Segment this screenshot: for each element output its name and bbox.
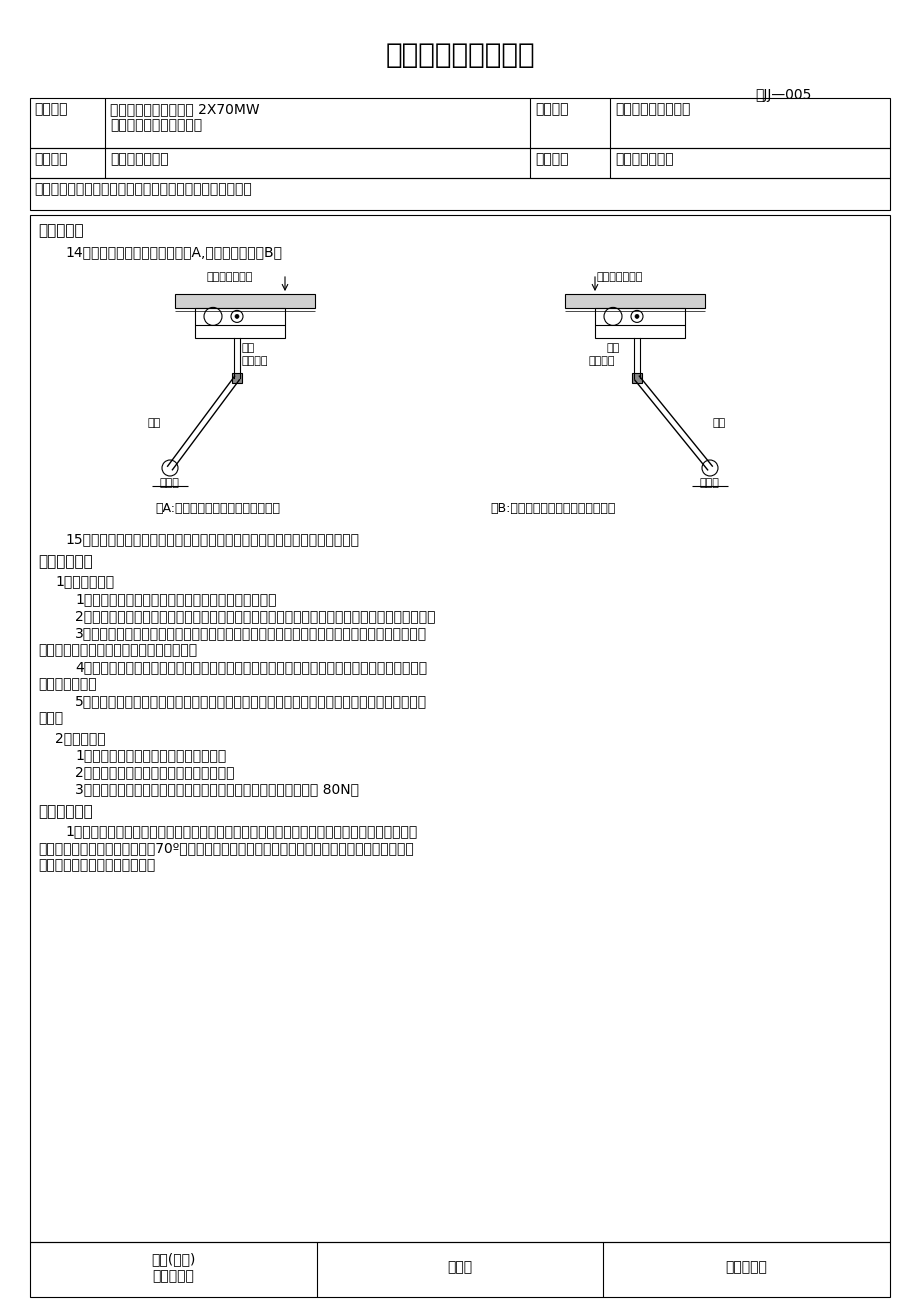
Text: 交底提要：防火门相关材料的准备、质量要求及施工工艺。: 交底提要：防火门相关材料的准备、质量要求及施工工艺。 <box>34 182 252 197</box>
Text: 连接夹: 连接夹 <box>160 478 180 488</box>
Bar <box>195 309 285 339</box>
Text: 项目(专业): 项目(专业) <box>151 1253 196 1266</box>
Text: 主臂: 主臂 <box>148 418 161 428</box>
Text: 前臂: 前臂 <box>242 342 255 353</box>
Text: 能应符合设计要求和有关规范标准的规定。: 能应符合设计要求和有关规范标准的规定。 <box>38 643 197 658</box>
Text: 技术负责人: 技术负责人 <box>153 1269 194 1282</box>
Text: 放需有防雨、防晒、防潮措施。: 放需有防雨、防晒、防潮措施。 <box>38 858 155 872</box>
Text: 工序名称: 工序名称 <box>535 152 568 165</box>
Text: 臂的位置和安装: 臂的位置和安装 <box>207 272 253 283</box>
Bar <box>564 294 704 309</box>
Bar <box>30 148 889 178</box>
Bar <box>30 1242 889 1297</box>
Text: 四、成品保护: 四、成品保护 <box>38 805 93 819</box>
Text: 2）防火门的表面应洁净、无划痕、碰撞。: 2）防火门的表面应洁净、无划痕、碰撞。 <box>75 766 234 779</box>
Text: 济南东新热电有限公司 2X70MW: 济南东新热电有限公司 2X70MW <box>110 102 259 116</box>
Text: 2、一般项目: 2、一般项目 <box>55 730 106 745</box>
Text: 14、装好主臂，右手门安装见图A,左手门安装见图B。: 14、装好主臂，右手门安装见图A,左手门安装见图B。 <box>65 245 282 259</box>
Bar <box>232 372 242 383</box>
Text: 1）防火门的表面装饰应符合设计要求。: 1）防火门的表面装饰应符合设计要求。 <box>75 749 226 762</box>
Text: 接受交底人: 接受交底人 <box>725 1260 766 1273</box>
Text: 15、装上连接杆，调节连接杆的长度到合适的位置，把螺母锁紧拧上小盖帽。: 15、装上连接杆，调节连接杆的长度到合适的位置，把螺母锁紧拧上小盖帽。 <box>65 533 358 546</box>
Text: 3）防火门应启闭灵活，无卡阻现象；防火门门扇开启力不应大于 80N。: 3）防火门应启闭灵活，无卡阻现象；防火门门扇开启力不应大于 80N。 <box>75 783 358 796</box>
Text: 配电室及楼梯间: 配电室及楼梯间 <box>110 152 168 165</box>
Text: 2）防火门的品种、类型、规格、尺寸、开启方向、安装位置及防腐处理应符合设计和规范要求。: 2）防火门的品种、类型、规格、尺寸、开启方向、安装位置及防腐处理应符合设计和规范… <box>75 609 435 622</box>
Text: 防火门工程技术交底: 防火门工程技术交底 <box>385 40 534 69</box>
Text: 空直立码放，并设与地面不小于70º斜角的靠架靠稳，如有变形必须校正后方可进行安装，防火门存: 空直立码放，并设与地面不小于70º斜角的靠架靠稳，如有变形必须校正后方可进行安装… <box>38 841 414 855</box>
Bar <box>175 294 314 309</box>
Bar <box>30 98 889 148</box>
Text: 要求。: 要求。 <box>38 711 63 725</box>
Text: 臂的位置和安装: 臂的位置和安装 <box>596 272 642 283</box>
Circle shape <box>234 314 239 319</box>
Text: 前臂: 前臂 <box>607 342 619 353</box>
Circle shape <box>634 314 639 319</box>
Text: 工程名称: 工程名称 <box>34 102 67 116</box>
Text: 符合设计要求。: 符合设计要求。 <box>38 677 96 691</box>
Text: 锁紧螺母: 锁紧螺母 <box>242 355 268 366</box>
Text: 5）防火门的配件应齐全，位置应正确，安装应牢固，功能应满足使用要求和特种门的各项性能: 5）防火门的配件应齐全，位置应正确，安装应牢固，功能应满足使用要求和特种门的各项… <box>75 694 426 708</box>
Bar <box>30 215 889 1242</box>
Text: 交底部位: 交底部位 <box>34 152 67 165</box>
Text: 交底内容：: 交底内容： <box>38 223 84 238</box>
Text: 鲁JJ—005: 鲁JJ—005 <box>754 89 811 102</box>
Text: 4）防火门的安装必须牢固。预埋件或膨胀螺栓的数量、位置、埋设方式、与框的连接方式必须: 4）防火门的安装必须牢固。预埋件或膨胀螺栓的数量、位置、埋设方式、与框的连接方式… <box>75 660 426 674</box>
Text: 1、防火门搬动时，需轻拿轻放，不得将棍棒穿入门框内挑运，严禁重物挤压碰撞，存放时应架: 1、防火门搬动时，需轻拿轻放，不得将棍棒穿入门框内挑运，严禁重物挤压碰撞，存放时… <box>65 824 417 838</box>
Bar <box>595 309 685 339</box>
Text: 图B:防火门闭门器的安装（左手门）: 图B:防火门闭门器的安装（左手门） <box>490 503 615 516</box>
Bar <box>631 372 641 383</box>
Text: 1）防火门的质量和各项性能应符合设计和规范要求。: 1）防火门的质量和各项性能应符合设计和规范要求。 <box>75 592 277 605</box>
Text: 锁紧螺母: 锁紧螺母 <box>588 355 615 366</box>
Text: 济南一建集团总公司: 济南一建集团总公司 <box>614 102 689 116</box>
Text: 主臂: 主臂 <box>712 418 725 428</box>
Text: 交底人: 交底人 <box>447 1260 472 1273</box>
Text: 连接夹: 连接夹 <box>699 478 719 488</box>
Text: 三、质量标准: 三、质量标准 <box>38 553 93 569</box>
Text: 1、主控项目：: 1、主控项目： <box>55 574 114 589</box>
Text: 防火门安装工程: 防火门安装工程 <box>614 152 673 165</box>
Text: 3）带有机械装置、自动装置或智能化装置的防火门，其机械装置、自动装置或智能化装置的功: 3）带有机械装置、自动装置或智能化装置的防火门，其机械装置、自动装置或智能化装置… <box>75 626 426 641</box>
Text: 施工单位: 施工单位 <box>535 102 568 116</box>
Text: 热水锅炉主厂房建设工程: 热水锅炉主厂房建设工程 <box>110 118 202 132</box>
Text: 图A:防火门闭门器的安装（右手门）: 图A:防火门闭门器的安装（右手门） <box>154 503 279 516</box>
Bar <box>30 178 889 210</box>
